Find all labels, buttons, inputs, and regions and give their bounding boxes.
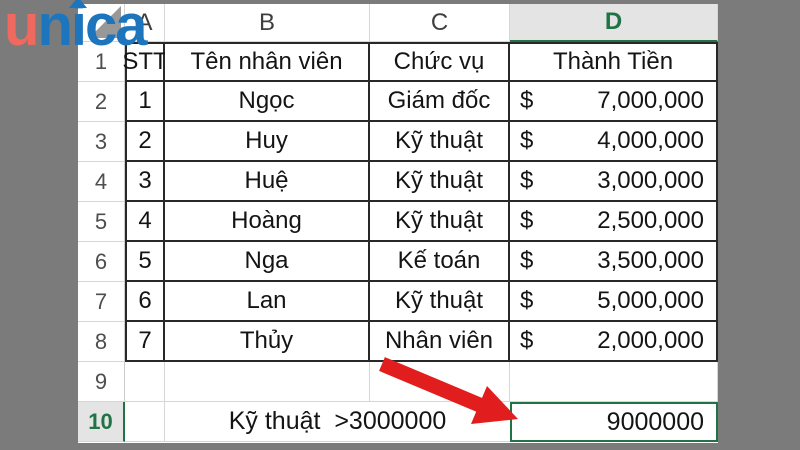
cell-position[interactable]: Kỹ thuật [370,202,510,242]
criteria-cell[interactable]: Kỹ thuật >3000000 [165,402,510,442]
cell-amount[interactable]: $ 5,000,000 [510,282,718,322]
spreadsheet: A B C D 1 STT Tên nhân viên Chức vụ Thàn… [78,4,718,443]
table-row: 3 2 Huy Kỹ thuật $ 4,000,000 [78,122,718,162]
column-header-c[interactable]: C [370,4,510,42]
amount-value: 4,000,000 [597,127,704,154]
cell-stt[interactable]: 2 [125,122,165,162]
header-cell-name[interactable]: Tên nhân viên [165,42,370,82]
cell-position[interactable]: Giám đốc [370,82,510,122]
currency-symbol: $ [520,167,534,194]
header-cell-amount[interactable]: Thành Tiền [510,42,718,82]
cell-position[interactable]: Nhân viên [370,322,510,362]
logo-letter: n [37,0,72,58]
logo-letter: u [4,0,39,58]
amount-value: 2,500,000 [597,207,704,234]
row-header-7[interactable]: 7 [78,282,125,322]
cell-stt[interactable]: 5 [125,242,165,282]
row-header-6[interactable]: 6 [78,242,125,282]
cell-name[interactable]: Ngọc [165,82,370,122]
row-header-10-selected[interactable]: 10 [78,402,125,442]
amount-value: 7,000,000 [597,87,704,114]
table-row: 2 1 Ngọc Giám đốc $ 7,000,000 [78,82,718,122]
empty-cell[interactable] [165,362,370,402]
currency-symbol: $ [520,127,534,154]
red-arrow-annotation [379,357,518,424]
cell-stt[interactable]: 4 [125,202,165,242]
empty-cell[interactable] [510,362,718,402]
cell-name[interactable]: Huy [165,122,370,162]
cell-position[interactable]: Kỹ thuật [370,162,510,202]
row-header-9[interactable]: 9 [78,362,125,402]
cell-amount[interactable]: $ 4,000,000 [510,122,718,162]
row-header-1[interactable]: 1 [78,42,125,82]
row-header-3[interactable]: 3 [78,122,125,162]
result-cell-selected[interactable]: 9000000 [510,402,718,442]
table-header-row: 1 STT Tên nhân viên Chức vụ Thành Tiền [78,42,718,82]
row-header-2[interactable]: 2 [78,82,125,122]
table-row: 7 6 Lan Kỹ thuật $ 5,000,000 [78,282,718,322]
amount-value: 2,000,000 [597,327,704,354]
logo-letter: c [85,0,117,58]
table-row: 8 7 Thủy Nhân viên $ 2,000,000 [78,322,718,362]
select-all-cell[interactable] [78,4,125,42]
criteria-result-row: 10 Kỹ thuật >3000000 9000000 [78,402,718,442]
cell-stt[interactable]: 3 [125,162,165,202]
cell-name[interactable]: Thủy [165,322,370,362]
cell-amount[interactable]: $ 7,000,000 [510,82,718,122]
column-header-b[interactable]: B [165,4,370,42]
cell-amount[interactable]: $ 2,000,000 [510,322,718,362]
currency-symbol: $ [520,247,534,274]
row-header-5[interactable]: 5 [78,202,125,242]
select-all-triangle-icon [89,6,121,38]
cell-position[interactable]: Kỹ thuật [370,122,510,162]
cell-amount[interactable]: $ 2,500,000 [510,202,718,242]
currency-symbol: $ [520,287,534,314]
currency-symbol: $ [520,207,534,234]
column-header-a[interactable]: A [125,4,165,42]
column-header-d-selected[interactable]: D [510,4,718,42]
cell-stt[interactable]: 1 [125,82,165,122]
cell-position[interactable]: Kế toán [370,242,510,282]
graduation-cap-icon [68,0,87,8]
row-header-4[interactable]: 4 [78,162,125,202]
table-row: 4 3 Huệ Kỹ thuật $ 3,000,000 [78,162,718,202]
cell-position[interactable]: Kỹ thuật [370,282,510,322]
cell-name[interactable]: Lan [165,282,370,322]
empty-cell[interactable] [125,362,165,402]
currency-symbol: $ [520,87,534,114]
amount-value: 3,500,000 [597,247,704,274]
cell-stt[interactable]: 6 [125,282,165,322]
header-cell-position[interactable]: Chức vụ [370,42,510,82]
cell-stt[interactable]: 7 [125,322,165,362]
header-cell-stt[interactable]: STT [122,42,168,82]
logo-letter: i [68,0,87,58]
amount-value: 3,000,000 [597,167,704,194]
amount-value: 5,000,000 [597,287,704,314]
cell-name[interactable]: Huệ [165,162,370,202]
table-row: 6 5 Nga Kế toán $ 3,500,000 [78,242,718,282]
logo-letter: a [115,0,147,58]
empty-cell[interactable] [125,402,165,442]
cell-amount[interactable]: $ 3,500,000 [510,242,718,282]
row-header-8[interactable]: 8 [78,322,125,362]
currency-symbol: $ [520,327,534,354]
cell-amount[interactable]: $ 3,000,000 [510,162,718,202]
unica-logo: uni ca [4,0,148,58]
column-header-row: A B C D [78,4,718,42]
cell-name[interactable]: Nga [165,242,370,282]
table-row: 5 4 Hoàng Kỹ thuật $ 2,500,000 [78,202,718,242]
cell-name[interactable]: Hoàng [165,202,370,242]
